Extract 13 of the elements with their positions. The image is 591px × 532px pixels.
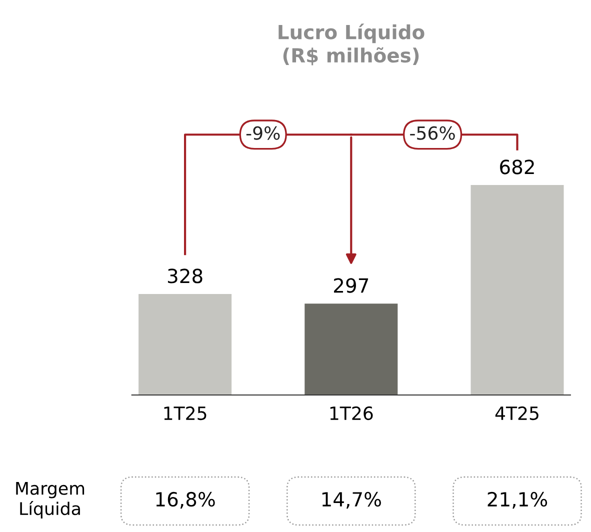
x-tick-label: 1T26 (330, 406, 373, 420)
chart-title: Lucro Líquido (R$ milhões) (278, 24, 424, 66)
text: -9% (246, 126, 280, 140)
text: Margem Líquida (16, 482, 84, 519)
text: -56% (410, 126, 455, 140)
data-label: 328 (168, 268, 202, 284)
x-tick-label: 1T25 (164, 406, 206, 420)
data-label: 297 (334, 278, 368, 293)
text: 14,7% (322, 492, 381, 509)
text: 16,8% (156, 492, 215, 509)
x-tick-label: 4T25 (495, 406, 538, 420)
data-label: 682 (500, 160, 534, 174)
text: 21,1% (488, 492, 548, 509)
